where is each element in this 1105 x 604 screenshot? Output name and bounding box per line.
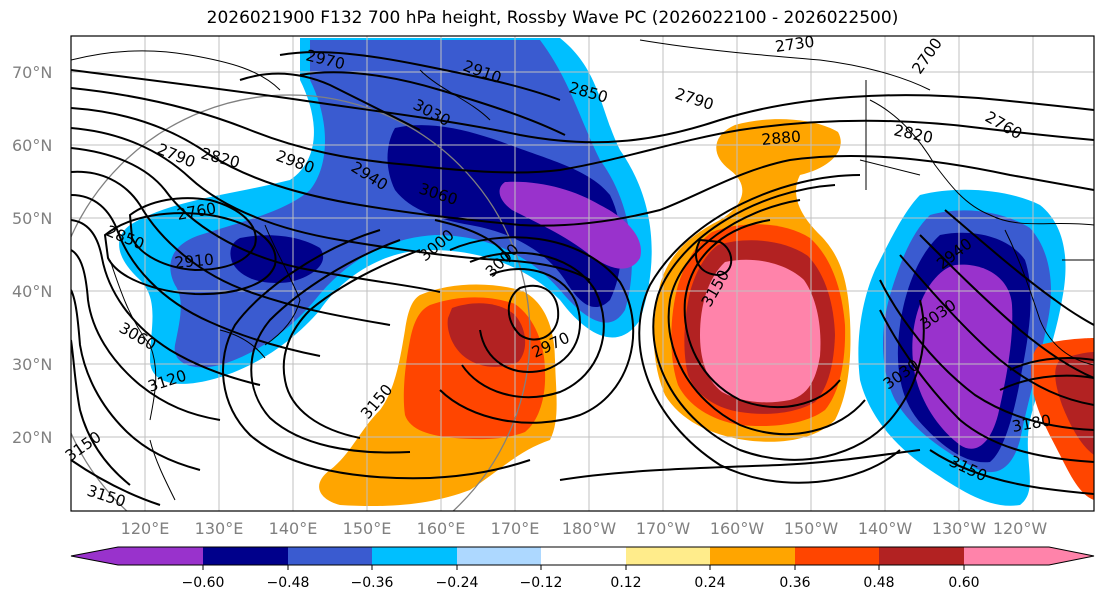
lat-label: 40°N <box>12 282 52 301</box>
colorbar-seg <box>795 547 879 565</box>
contour-label: 2880 <box>761 128 802 149</box>
lat-label: 30°N <box>12 355 52 374</box>
positive-anomaly-west-core <box>447 303 526 367</box>
lon-label: 140°W <box>858 519 913 538</box>
contour-label: 2980 <box>274 147 317 177</box>
colorbar-seg <box>457 547 541 565</box>
colorbar-seg <box>1049 547 1094 565</box>
colorbar-tick: −0.36 <box>351 575 394 591</box>
lon-label: 150°W <box>784 519 839 538</box>
lon-label: 160°E <box>417 519 466 538</box>
height-contours <box>71 51 1094 506</box>
colorbar: −0.60 −0.48 −0.36 −0.24 −0.12 0.12 0.24 … <box>70 546 1095 591</box>
lon-label: 180°W <box>562 519 617 538</box>
lon-label: 130°E <box>195 519 244 538</box>
map-frame <box>70 35 1095 512</box>
colorbar-seg <box>71 547 118 565</box>
colorbar-seg <box>710 547 795 565</box>
colorbar-seg <box>288 547 372 565</box>
colorbar-seg <box>372 547 457 565</box>
lon-label: 170°E <box>491 519 540 538</box>
contour-label: 2730 <box>774 33 816 56</box>
contour-label: 2820 <box>199 144 242 172</box>
lon-label: 120°W <box>993 519 1048 538</box>
colorbar-seg <box>879 547 964 565</box>
longitude-labels: 120°E 130°E 140°E 150°E 160°E 170°E 180°… <box>121 519 1048 538</box>
lat-label: 70°N <box>12 63 52 82</box>
colorbar-tick: −0.12 <box>520 575 563 591</box>
colorbar-tick: 0.60 <box>948 575 979 591</box>
colorbar-tick: −0.24 <box>436 575 479 591</box>
map-title: 2026021900 F132 700 hPa height, Rossby W… <box>206 8 899 28</box>
colorbar-tick: −0.48 <box>267 575 310 591</box>
lat-label: 60°N <box>12 136 52 155</box>
contour-label: 2760 <box>982 108 1025 143</box>
shaded-field <box>119 38 1094 507</box>
negative-anomaly-west-mid <box>170 40 632 368</box>
lon-label: 140°E <box>269 519 318 538</box>
contour-label: 2700 <box>909 35 946 78</box>
contour-label: 3150 <box>85 482 128 511</box>
colorbar-tick: 0.36 <box>779 575 810 591</box>
contour-label: 3120 <box>146 366 189 395</box>
colorbar-tick: 0.48 <box>863 575 894 591</box>
positive-anomaly-center-max <box>700 259 821 403</box>
colorbar-seg <box>964 547 1049 565</box>
contour-label: 2790 <box>673 85 716 114</box>
contour-label: 2910 <box>174 251 215 272</box>
colorbar-seg <box>626 547 710 565</box>
latitude-labels: 70°N 60°N 50°N 40°N 30°N 20°N <box>12 63 52 447</box>
lon-label: 130°W <box>932 519 987 538</box>
contour-label: 2820 <box>892 121 934 147</box>
colorbar-seg <box>541 547 626 565</box>
lon-label: 160°W <box>710 519 765 538</box>
lat-label: 50°N <box>12 209 52 228</box>
lon-label: 150°E <box>343 519 392 538</box>
colorbar-tick: 0.12 <box>610 575 641 591</box>
colorbar-seg <box>118 547 203 565</box>
lon-label: 170°W <box>636 519 691 538</box>
polar-circle <box>71 94 531 511</box>
lat-label: 20°N <box>12 428 52 447</box>
contour-label: 3150 <box>62 428 105 465</box>
colorbar-seg <box>203 547 288 565</box>
colorbar-tick: 0.24 <box>694 575 725 591</box>
colorbar-tick: −0.60 <box>182 575 225 591</box>
lon-label: 120°E <box>121 519 170 538</box>
